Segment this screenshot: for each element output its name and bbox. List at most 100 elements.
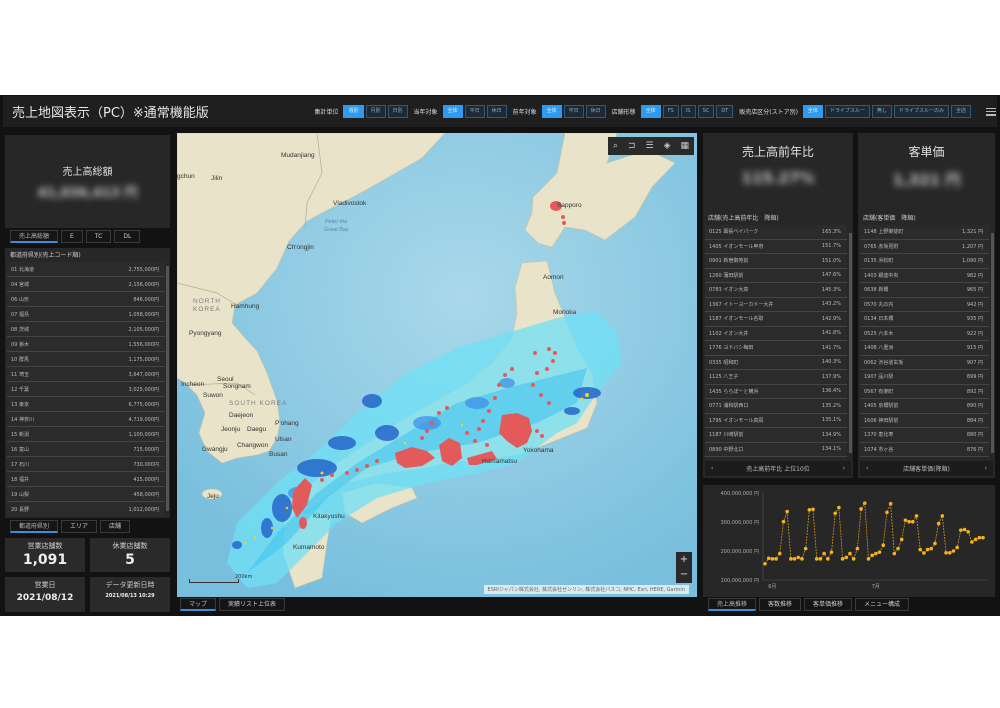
filter-option-button[interactable]: 平日 [464,105,485,118]
data-point[interactable] [973,537,978,542]
list-item[interactable]: 0567 有楽町 892 円 [860,384,989,399]
store-marker[interactable] [547,347,551,351]
hamburger-menu-icon[interactable] [985,106,997,118]
data-point[interactable] [929,546,934,551]
list-item[interactable]: 1403 銀座中央 982 円 [860,268,989,283]
list-item[interactable]: 09 栃木 1,556,000円 [7,337,165,352]
filter-option-button[interactable]: 全体 [442,105,463,118]
filter-option-button[interactable]: 無し [871,105,892,118]
store-marker[interactable] [437,411,441,415]
store-marker[interactable] [540,434,544,438]
data-point[interactable] [870,553,874,558]
data-point[interactable] [781,519,786,524]
data-point[interactable] [774,557,778,561]
tab[interactable]: エリア [61,520,98,533]
data-point[interactable] [940,514,945,518]
tab[interactable]: DL [114,230,141,243]
filter-option-button[interactable]: ドライブスルーのみ [893,105,949,118]
list-item[interactable]: 07 福島 1,058,000円 [7,307,165,322]
filter-option-button[interactable]: 全体 [541,105,562,118]
store-marker[interactable] [487,409,491,413]
list-item[interactable]: 01 北海道 2,755,000円 [7,262,165,277]
store-marker[interactable] [553,351,557,355]
data-point[interactable] [888,501,893,506]
tab[interactable]: 都道府県別 [10,520,59,533]
store-marker[interactable] [531,383,535,387]
tab[interactable]: メニュー構成 [855,598,910,611]
layers-icon[interactable]: ◈ [663,141,671,151]
scrollbar[interactable] [166,266,169,511]
store-marker[interactable] [430,421,434,425]
store-marker[interactable] [320,478,324,482]
data-point[interactable] [803,546,808,551]
data-point[interactable] [874,551,878,556]
data-point[interactable] [936,521,941,526]
data-point[interactable] [796,555,801,560]
list-item[interactable]: 0125 幕張ベイパーク 165.3% [705,225,847,240]
list-item[interactable]: 1187 川崎駅前 134.9% [705,428,847,443]
data-point[interactable] [896,546,900,551]
basemap-icon[interactable]: ▦ [680,141,689,151]
list-item[interactable]: 0135 浜松町 1,090 円 [860,254,989,269]
list-item[interactable]: 12 千葉 3,025,000円 [7,382,165,397]
list-item[interactable]: 1187 イオンモール名取 142.9% [705,312,847,327]
data-point[interactable] [903,518,908,523]
data-point[interactable] [848,551,852,556]
store-marker[interactable] [485,443,489,447]
data-point[interactable] [766,556,771,561]
list-item[interactable]: 1907 品川駅 899 円 [860,370,989,385]
store-marker[interactable] [445,406,449,410]
store-marker[interactable] [375,459,379,463]
store-marker[interactable] [425,429,429,433]
list-item[interactable]: 1776 ヨドバシ梅田 141.7% [705,341,847,356]
map-canvas[interactable]: gchun Jilin Mudanjiang Vladivostok Peter… [177,133,697,597]
filter-option-button[interactable]: 全店 [950,105,971,118]
data-point[interactable] [947,550,952,555]
data-point[interactable] [826,557,830,561]
list-item[interactable]: 1074 市ヶ谷 876 円 [860,442,989,457]
list-item[interactable]: 1125 八王子 137.9% [705,370,847,385]
data-point[interactable] [899,537,904,542]
list-item[interactable]: 0062 渋谷道玄坂 907 円 [860,355,989,370]
data-point[interactable] [862,501,867,505]
list-item[interactable]: 15 新潟 1,100,000円 [7,427,165,442]
list-item[interactable]: 16 富山 715,000円 [7,442,165,457]
prev-page-icon[interactable]: ‹ [711,465,714,472]
store-marker[interactable] [345,471,349,475]
list-item[interactable]: 0638 新橋 965 円 [860,283,989,298]
list-item[interactable]: 1370 恵比寿 880 円 [860,428,989,443]
data-point[interactable] [922,551,926,555]
data-point[interactable] [777,551,782,556]
filter-option-button[interactable]: 全体 [640,105,661,118]
list-item[interactable]: 1795 イオンモール高岡 135.1% [705,413,847,428]
legend-icon[interactable]: ☰ [645,141,654,151]
data-point[interactable] [859,507,863,511]
list-item[interactable]: 13 東京 6,775,000円 [7,397,165,412]
data-point[interactable] [877,550,882,554]
filter-option-button[interactable]: SC [697,105,715,118]
data-point[interactable] [910,519,915,524]
store-marker[interactable] [497,383,501,387]
list-item[interactable]: 0783 イオン大高 145.3% [705,283,847,298]
list-item[interactable]: 06 山形 846,000円 [7,292,165,307]
data-point[interactable] [785,509,789,514]
list-item[interactable]: 11 埼玉 3,647,000円 [7,367,165,382]
zoom-in-button[interactable]: + [679,554,689,565]
list-item[interactable]: 0771 浦和駅西口 135.2% [705,399,847,414]
map-view[interactable]: gchun Jilin Mudanjiang Vladivostok Peter… [177,133,697,597]
store-marker[interactable] [465,431,469,435]
data-point[interactable] [792,557,797,561]
search-icon[interactable]: ⌕ [612,141,619,151]
list-item[interactable]: 1367 イトーヨーカドー大井 143.2% [705,297,847,312]
bookmark-icon[interactable]: ⊐ [628,141,636,151]
filter-option-button[interactable]: 休日 [585,105,606,118]
list-item[interactable]: 1260 蒲田駅前 147.6% [705,268,847,283]
prev-page-icon[interactable]: ‹ [866,465,869,472]
data-point[interactable] [763,561,767,566]
data-point[interactable] [837,505,841,510]
list-item[interactable]: 04 宮城 2,156,000円 [7,277,165,292]
tab[interactable]: 客数推移 [759,598,802,611]
data-point[interactable] [855,546,860,551]
store-marker[interactable] [420,436,424,440]
data-point[interactable] [833,511,838,516]
